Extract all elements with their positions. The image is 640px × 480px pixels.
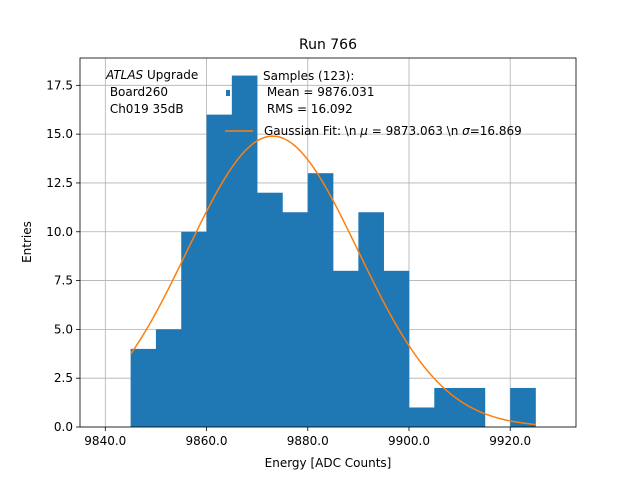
legend-fit-sigma-value: =16.869 [470, 124, 522, 138]
x-axis-ticks: 9840.0 9860.0 9880.0 9900.0 9920.0 [84, 427, 531, 448]
legend-mean: Mean = 9876.031 [263, 85, 374, 99]
histogram-bar-8 [333, 270, 359, 427]
y-tick-label-6: 15.0 [46, 127, 73, 141]
atlas-annotation-line1: ATLAS Upgrade [105, 68, 198, 82]
x-tick-label-2: 9880.0 [287, 434, 329, 448]
legend-fit-mu-value: = 9873.063 \n [368, 124, 462, 138]
legend-rms: RMS = 16.092 [263, 102, 353, 116]
y-tick-label-7: 17.5 [46, 78, 73, 92]
axes-frame [79, 57, 577, 428]
y-tick-label-5: 12.5 [46, 176, 73, 190]
histogram-bar-15 [510, 387, 536, 427]
y-axis-ticks: 0.0 2.5 5.0 7.5 10.0 12.5 15.0 17.5 [46, 78, 80, 434]
histogram-bar-5 [257, 192, 283, 427]
histogram-bar-2 [181, 231, 207, 427]
x-tick-label-0: 9840.0 [84, 434, 126, 448]
histogram-bar-7 [307, 173, 334, 427]
x-tick-label-1: 9860.0 [186, 434, 228, 448]
histogram-bar-0 [130, 348, 157, 427]
x-tick-label-4: 9920.0 [489, 434, 531, 448]
legend: Samples (123): Mean = 9876.031 RMS = 16.… [225, 69, 522, 138]
y-tick-label-2: 5.0 [54, 322, 73, 336]
atlas-board: Board260 [106, 85, 168, 99]
y-tick-label-4: 10.0 [46, 225, 73, 239]
histogram-bar-1 [155, 329, 182, 427]
legend-fit-label: Gaussian Fit: \n μ = 9873.063 \n σ=16.86… [264, 124, 522, 138]
histogram-bar-12 [434, 387, 460, 427]
legend-samples-marker [226, 90, 230, 96]
x-tick-label-3: 9900.0 [388, 434, 430, 448]
atlas-channel: Ch019 35dB [106, 102, 184, 116]
histogram-bar-6 [282, 212, 309, 427]
chart-title: Run 766 [299, 37, 357, 53]
histogram-bar-9 [358, 212, 384, 427]
legend-samples-label: Samples (123): [263, 69, 354, 83]
atlas-italic: ATLAS [105, 68, 144, 82]
legend-fit-prefix: Gaussian Fit: \n [264, 124, 360, 138]
histogram-bar-3 [206, 114, 233, 427]
y-tick-label-1: 2.5 [54, 371, 73, 385]
y-tick-label-0: 0.0 [54, 420, 73, 434]
histogram-bar-4 [231, 75, 258, 428]
histogram-bars [130, 75, 536, 428]
x-axis-label: Energy [ADC Counts] [265, 456, 392, 470]
y-axis-label: Entries [20, 221, 34, 263]
gaussian-fit-curve [129, 135, 536, 426]
histogram-bar-11 [408, 407, 435, 427]
atlas-annotation: ATLAS Upgrade Board260 Ch019 35dB [105, 68, 198, 116]
histogram-bar-10 [383, 270, 410, 427]
legend-fit-mu-symbol: μ [359, 124, 368, 138]
y-tick-label-3: 7.5 [54, 274, 73, 288]
atlas-upgrade: Upgrade [143, 68, 198, 82]
legend-fit-sigma-symbol: σ [462, 124, 470, 138]
